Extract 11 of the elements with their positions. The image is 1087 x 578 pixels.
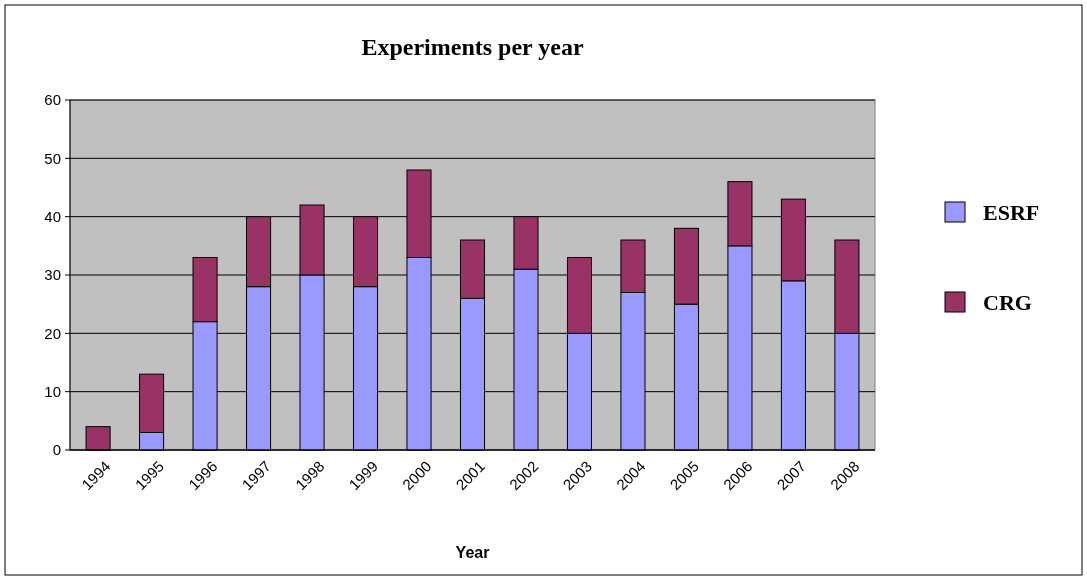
y-tick-label: 10 xyxy=(44,382,61,400)
y-tick-label: 60 xyxy=(44,91,61,109)
y-tick-label: 0 xyxy=(52,441,61,459)
y-tick-label: 20 xyxy=(44,324,61,342)
y-tick-label: 50 xyxy=(44,149,61,167)
legend-label: CRG xyxy=(983,289,1032,315)
y-tick-label: 30 xyxy=(44,266,61,284)
legend-label: ESRF xyxy=(983,199,1040,225)
chart-title: Experiments per year xyxy=(361,34,584,60)
x-axis-title: Year xyxy=(455,544,490,561)
y-tick-label: 40 xyxy=(44,207,61,225)
